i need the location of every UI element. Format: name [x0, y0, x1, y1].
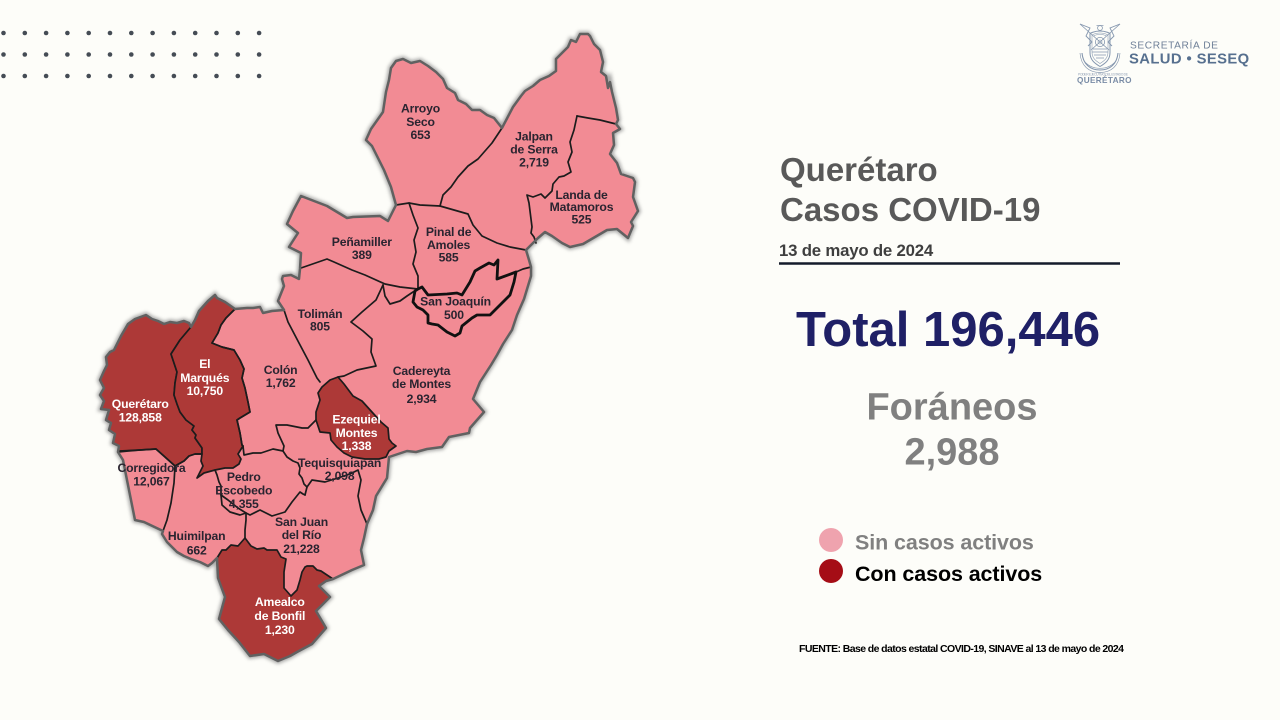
svg-text:Marqués: Marqués — [180, 371, 229, 385]
svg-text:de Serra: de Serra — [510, 142, 558, 156]
svg-text:QUERÉTARO: QUERÉTARO — [1077, 75, 1132, 85]
svg-text:Querétaro: Querétaro — [780, 151, 938, 188]
svg-text:Huimilpan: Huimilpan — [168, 529, 226, 543]
svg-text:2,934: 2,934 — [407, 392, 437, 406]
svg-text:Pedro: Pedro — [227, 470, 261, 484]
svg-text:Ezequiel: Ezequiel — [332, 412, 380, 426]
svg-text:Montes: Montes — [336, 426, 378, 440]
svg-text:de Montes: de Montes — [392, 377, 451, 391]
svg-text:128,858: 128,858 — [119, 410, 162, 424]
svg-text:FUENTE: Base de datos estatal: FUENTE: Base de datos estatal COVID-19, … — [799, 643, 1124, 655]
svg-text:Colón: Colón — [264, 363, 298, 377]
svg-text:Pinal de: Pinal de — [426, 225, 472, 239]
svg-text:de Bonfil: de Bonfil — [254, 609, 305, 623]
svg-text:San Juan: San Juan — [275, 515, 328, 529]
svg-text:SECRETARÍA DE: SECRETARÍA DE — [1130, 39, 1219, 52]
svg-text:SALUD • SESEQ: SALUD • SESEQ — [1129, 52, 1250, 68]
svg-text:662: 662 — [187, 543, 207, 557]
svg-text:Con casos activos: Con casos activos — [855, 562, 1042, 586]
svg-text:Querétaro: Querétaro — [112, 397, 169, 411]
svg-text:Cadereyta: Cadereyta — [393, 364, 451, 378]
svg-text:585: 585 — [439, 250, 459, 264]
svg-text:10,750: 10,750 — [187, 384, 224, 398]
svg-text:El: El — [199, 357, 210, 371]
svg-text:PODER EJECUTIVO DEL ESTADO DE: PODER EJECUTIVO DEL ESTADO DE — [1078, 73, 1129, 77]
svg-text:Total 196,446: Total 196,446 — [796, 303, 1100, 357]
svg-text:Foráneos: Foráneos — [866, 387, 1037, 429]
svg-text:Arroyo: Arroyo — [401, 102, 440, 116]
svg-text:Seco: Seco — [406, 115, 435, 129]
svg-text:389: 389 — [352, 248, 372, 262]
svg-text:Casos COVID-19: Casos COVID-19 — [780, 191, 1040, 228]
svg-text:Landa de: Landa de — [555, 188, 608, 202]
svg-text:21,228: 21,228 — [283, 542, 320, 556]
svg-text:2,988: 2,988 — [904, 432, 999, 474]
svg-text:Tequisquiapan: Tequisquiapan — [298, 456, 381, 470]
svg-text:500: 500 — [444, 308, 464, 322]
svg-text:12,067: 12,067 — [133, 474, 170, 488]
svg-text:1,338: 1,338 — [342, 439, 372, 453]
svg-text:13 de mayo de 2024: 13 de mayo de 2024 — [779, 241, 934, 260]
svg-text:Corregidora: Corregidora — [117, 461, 185, 475]
svg-text:Escobedo: Escobedo — [215, 484, 272, 498]
svg-text:Peñamiller: Peñamiller — [332, 235, 393, 249]
svg-text:Matamoros: Matamoros — [550, 200, 614, 214]
svg-text:del Río: del Río — [282, 528, 322, 542]
svg-text:1,762: 1,762 — [266, 376, 296, 390]
svg-text:2,719: 2,719 — [519, 155, 549, 169]
svg-text:2,098: 2,098 — [325, 469, 355, 483]
svg-text:Jalpan: Jalpan — [515, 129, 553, 143]
svg-text:4,355: 4,355 — [229, 497, 259, 511]
svg-text:Tolimán: Tolimán — [298, 307, 343, 321]
svg-text:805: 805 — [310, 320, 330, 334]
svg-text:1,230: 1,230 — [265, 623, 295, 637]
svg-text:Sin casos activos: Sin casos activos — [855, 531, 1034, 555]
svg-text:653: 653 — [411, 128, 431, 142]
svg-text:San Joaquín: San Joaquín — [420, 294, 491, 308]
svg-text:Amoles: Amoles — [427, 238, 470, 252]
svg-text:Amealco: Amealco — [255, 595, 305, 609]
svg-text:525: 525 — [572, 212, 592, 226]
